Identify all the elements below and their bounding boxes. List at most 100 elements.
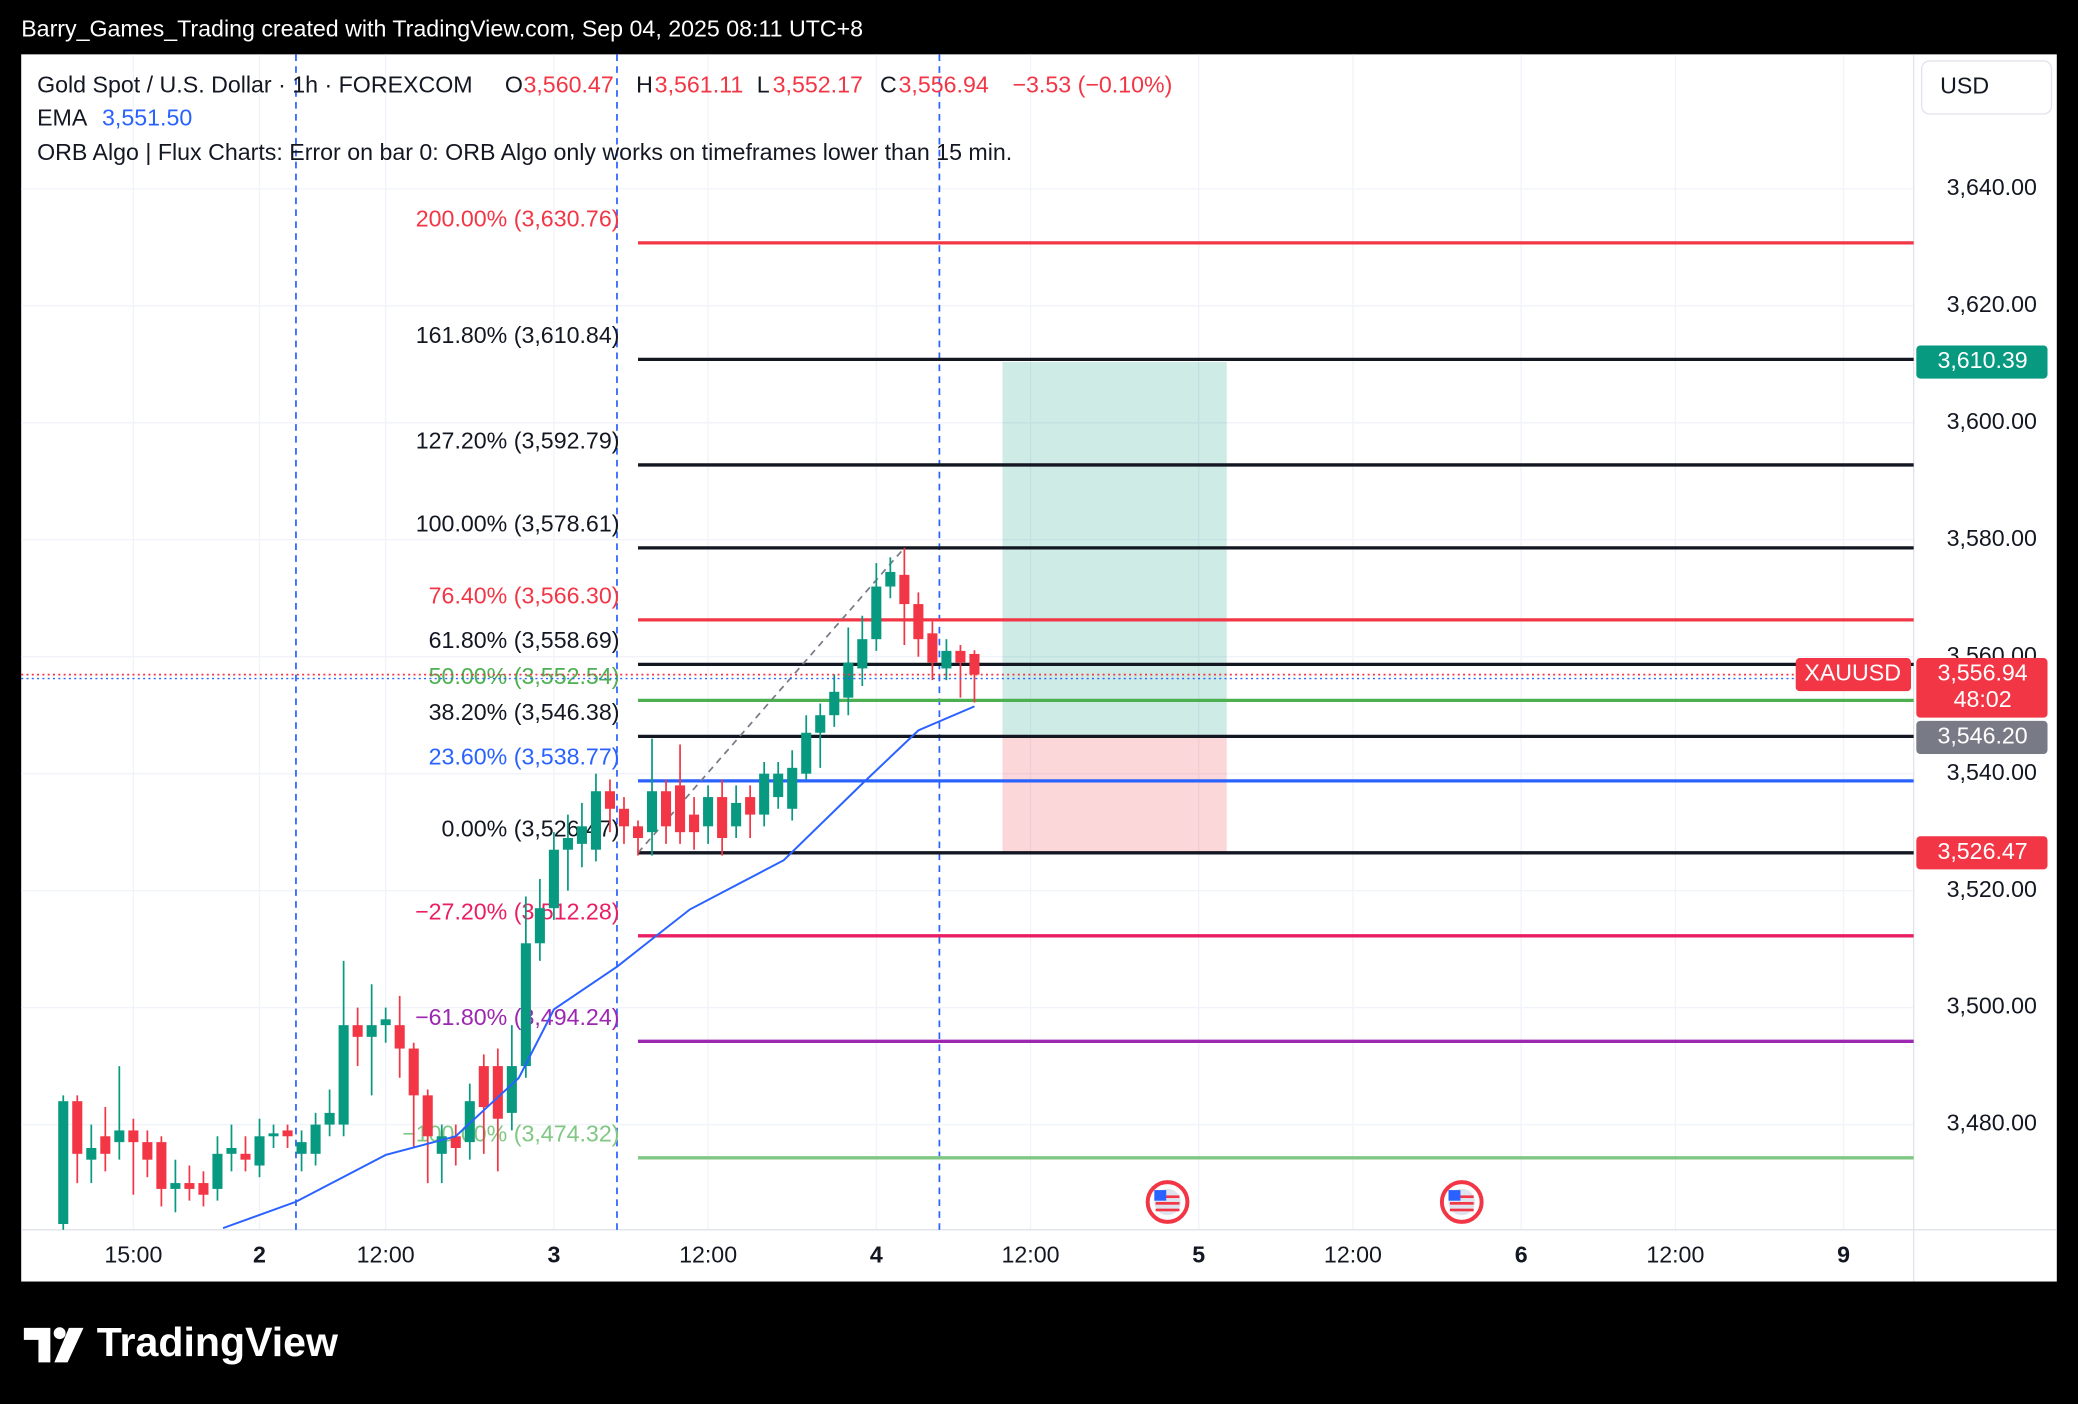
fib-label: 100.00% (3,578.61) bbox=[416, 510, 620, 536]
candle-body bbox=[773, 773, 784, 798]
symbol-tag-label: XAUUSD bbox=[1804, 660, 1901, 686]
candle-body bbox=[759, 773, 770, 815]
price-tag bbox=[1916, 345, 2048, 379]
candle-body bbox=[450, 1136, 461, 1148]
candle-body bbox=[142, 1142, 153, 1160]
candle-body bbox=[534, 908, 545, 944]
x-tick-label: 12:00 bbox=[1002, 1241, 1060, 1267]
candle-body bbox=[394, 1025, 405, 1049]
candle-body bbox=[717, 797, 728, 839]
event-flag[interactable] bbox=[1439, 1180, 1484, 1224]
candle-body bbox=[548, 849, 559, 909]
candle-body bbox=[520, 943, 531, 1067]
candle-body bbox=[632, 826, 644, 839]
event-flag[interactable] bbox=[1145, 1180, 1190, 1224]
candle-body bbox=[156, 1142, 167, 1189]
x-tick-label: 6 bbox=[1515, 1241, 1528, 1267]
candle-body bbox=[675, 785, 686, 833]
candle-body bbox=[829, 691, 840, 716]
attribution: Barry_Games_Trading created with Trading… bbox=[21, 16, 863, 42]
price-tag-label: 3,610.39 bbox=[1937, 347, 2027, 373]
y-tick-label: 3,540.00 bbox=[1947, 759, 2037, 785]
candle-body bbox=[324, 1112, 335, 1125]
currency-button[interactable] bbox=[1920, 60, 2053, 115]
candle-body bbox=[815, 715, 826, 733]
candle-body bbox=[562, 838, 573, 850]
candle-body bbox=[604, 791, 616, 809]
x-tick-label: 12:00 bbox=[1646, 1241, 1704, 1267]
ohlc-key: C bbox=[880, 71, 897, 97]
symbol-title: Gold Spot / U.S. Dollar · 1h · FOREXCOM bbox=[37, 71, 473, 97]
candle-body bbox=[212, 1153, 223, 1189]
ohlc-value: 3,556.94 bbox=[899, 71, 989, 97]
x-tick-label: 5 bbox=[1192, 1241, 1205, 1267]
candle-body bbox=[506, 1066, 517, 1113]
indicator-error: ORB Algo | Flux Charts: Error on bar 0: … bbox=[37, 139, 1012, 165]
profit-zone bbox=[1002, 362, 1227, 738]
legend: Gold Spot / U.S. Dollar · 1h · FOREXCOM … bbox=[37, 71, 1172, 165]
candle-body bbox=[955, 650, 966, 663]
candle-body bbox=[380, 1019, 391, 1026]
candle-body bbox=[969, 653, 980, 675]
ema-name: EMA bbox=[37, 104, 88, 130]
fib-label: −61.80% (3,494.24) bbox=[415, 1004, 619, 1030]
candle-body bbox=[338, 1025, 349, 1125]
candle-body bbox=[731, 802, 742, 827]
currency-label[interactable]: USD bbox=[1940, 73, 1989, 99]
candle-body bbox=[352, 1025, 363, 1037]
candle-body bbox=[703, 797, 714, 827]
candle-body bbox=[492, 1066, 503, 1119]
candle-body bbox=[801, 732, 812, 774]
loss-zone bbox=[1002, 737, 1227, 853]
candle-body bbox=[843, 662, 854, 698]
y-tick-label: 3,620.00 bbox=[1947, 291, 2037, 317]
fib-label: 50.00% (3,552.54) bbox=[429, 663, 620, 689]
candle-body bbox=[254, 1136, 265, 1166]
candle-body bbox=[871, 586, 882, 640]
x-tick-label: 15:00 bbox=[104, 1241, 162, 1267]
y-tick-label: 3,480.00 bbox=[1947, 1110, 2037, 1136]
y-tick-label: 3,520.00 bbox=[1947, 876, 2037, 902]
fib-label: 200.00% (3,630.76) bbox=[416, 205, 620, 231]
fib-label: 38.20% (3,546.38) bbox=[429, 699, 620, 725]
candle-body bbox=[282, 1130, 293, 1137]
candle-body bbox=[885, 571, 896, 587]
price-tag bbox=[1916, 836, 2048, 870]
plot-area: 3,480.003,500.003,520.003,540.003,560.00… bbox=[21, 54, 2057, 1282]
fib-label: 61.80% (3,558.69) bbox=[429, 627, 620, 653]
fib-label: 161.80% (3,610.84) bbox=[416, 322, 620, 348]
candle-body bbox=[226, 1147, 237, 1154]
x-tick-label: 3 bbox=[547, 1241, 560, 1267]
fib-label: 127.20% (3,592.79) bbox=[416, 428, 620, 454]
y-tick-label: 3,500.00 bbox=[1947, 993, 2037, 1019]
candle-body bbox=[590, 791, 601, 850]
candle-body bbox=[100, 1136, 111, 1154]
candle-body bbox=[689, 814, 700, 833]
candle-body bbox=[268, 1133, 279, 1137]
candle-body bbox=[618, 808, 630, 827]
chart-panel bbox=[21, 54, 2057, 1282]
ohlc-value: 3,561.11 bbox=[655, 71, 744, 97]
change: −3.53 (−0.10%) bbox=[1012, 71, 1172, 97]
candle-body bbox=[464, 1101, 475, 1143]
candle-body bbox=[857, 639, 868, 669]
symbol-tag bbox=[1795, 658, 1912, 692]
candle-body bbox=[184, 1183, 195, 1189]
candle-body bbox=[114, 1130, 125, 1143]
price-tag-label: 3,526.47 bbox=[1937, 838, 2027, 864]
candle-body bbox=[927, 633, 938, 663]
y-tick-label: 3,640.00 bbox=[1947, 174, 2037, 200]
ohlc-value: 3,552.17 bbox=[773, 71, 863, 97]
ohlc-value: 3,560.47 bbox=[523, 71, 613, 97]
candle-body bbox=[899, 574, 910, 605]
x-tick-label: 2 bbox=[253, 1241, 266, 1267]
x-tick-label: 12:00 bbox=[1324, 1241, 1382, 1267]
ema-line bbox=[222, 705, 975, 1230]
ema-value: 3,551.50 bbox=[102, 104, 192, 130]
fib-label: 23.60% (3,538.77) bbox=[429, 743, 620, 769]
candle-body bbox=[436, 1136, 447, 1154]
candle-body bbox=[240, 1153, 251, 1160]
x-tick-label: 12:00 bbox=[679, 1241, 737, 1267]
price-tag bbox=[1916, 720, 2048, 754]
